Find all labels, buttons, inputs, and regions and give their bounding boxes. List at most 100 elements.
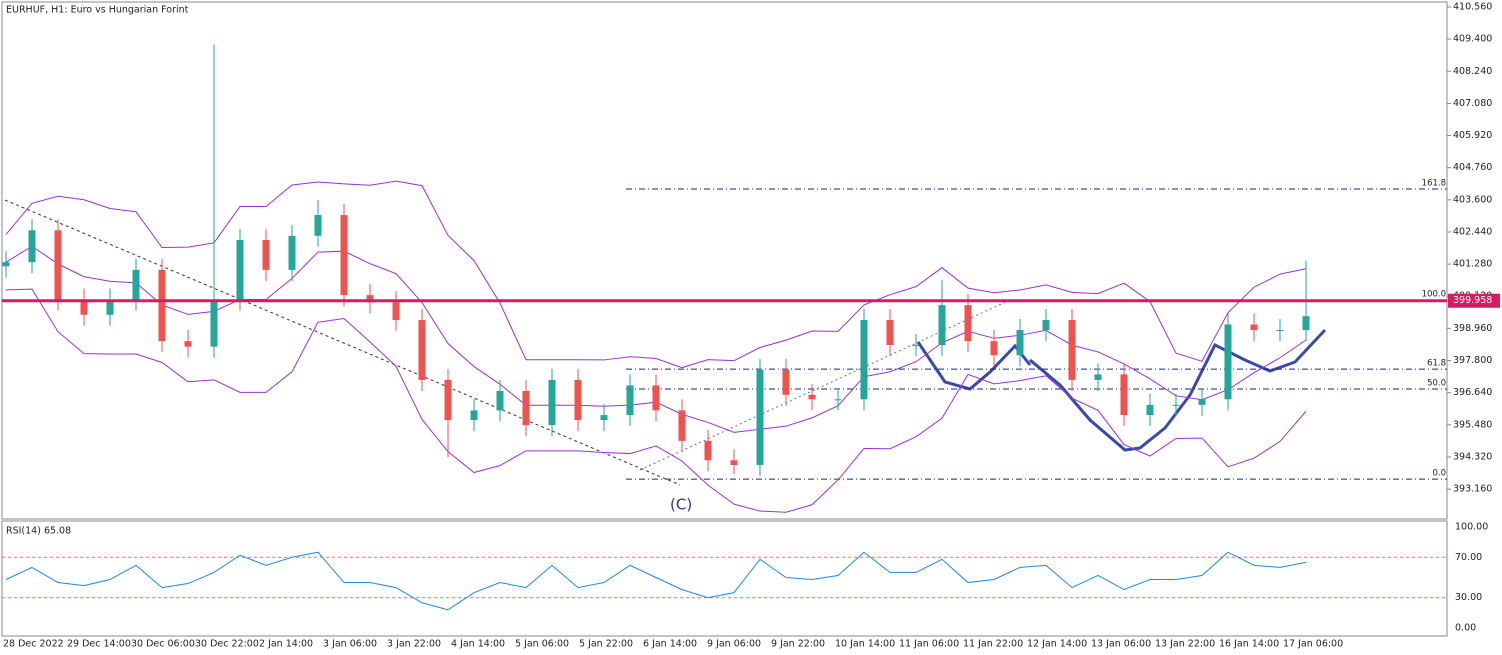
x-tick-label: 5 Jan 22:00 [579, 639, 633, 650]
y-tick-label: 393.160 [1453, 484, 1492, 495]
y-tick-label: 394.320 [1453, 451, 1492, 462]
candle-body [1016, 330, 1024, 356]
x-tick-label: 16 Jan 14:00 [1219, 639, 1279, 650]
candle-body [990, 341, 998, 356]
trend-line [4, 199, 681, 486]
candle-body [1276, 330, 1284, 332]
x-tick-label: 28 Dec 2022 [3, 639, 64, 650]
x-tick-label: 6 Jan 14:00 [643, 639, 697, 650]
candle-body [938, 305, 946, 346]
candle-body [28, 230, 36, 263]
x-tick-label: 13 Jan 06:00 [1091, 639, 1151, 650]
x-tick-label: 10 Jan 14:00 [835, 639, 895, 650]
x-tick-label: 30 Dec 22:00 [195, 639, 259, 650]
y-tick-label: 30.00 [1455, 592, 1482, 603]
y-tick-label: 407.080 [1453, 98, 1492, 109]
candle-body [548, 379, 556, 426]
candle-body [1224, 324, 1232, 400]
candle-body [470, 410, 478, 421]
band [5, 288, 1307, 513]
candle-body [184, 341, 192, 347]
x-tick-label: 2 Jan 14:00 [259, 639, 313, 650]
band [5, 180, 1307, 369]
price-panel [1, 1, 1448, 520]
candle-body [392, 302, 400, 321]
candle-body [1146, 404, 1154, 416]
x-tick-label: 5 Jan 06:00 [515, 639, 569, 650]
candle-body [756, 369, 764, 465]
candle-body [158, 269, 166, 342]
price-tag-label: 399.958 [1453, 295, 1492, 306]
candle-body [782, 369, 790, 395]
y-tick-label: 396.640 [1453, 387, 1492, 398]
pattern-line [1029, 328, 1327, 452]
y-tick-label: 402.440 [1453, 226, 1492, 237]
x-tick-label: 9 Jan 22:00 [771, 639, 825, 650]
candle-body [496, 390, 504, 411]
candle-body [1094, 374, 1102, 380]
y-tick-label: 70.00 [1455, 552, 1482, 563]
candle-body [1198, 399, 1206, 405]
candle-body [314, 215, 322, 236]
x-tick-label: 30 Dec 06:00 [131, 639, 195, 650]
rsi-line [5, 551, 1307, 611]
candle-body [1042, 320, 1050, 331]
candle-body [132, 269, 140, 300]
x-tick-label: 11 Jan 06:00 [899, 639, 959, 650]
candle-body [1302, 316, 1310, 331]
y-tick-label: 404.760 [1453, 162, 1492, 173]
candle-body [236, 239, 244, 300]
candle-body [54, 230, 62, 300]
candle-body [106, 299, 114, 315]
x-tick-label: 17 Jan 06:00 [1283, 639, 1343, 650]
y-tick-label: 100.00 [1455, 521, 1488, 532]
price-tag [1448, 293, 1500, 308]
candle-body [704, 440, 712, 461]
fib-label: 0.0 [1432, 469, 1446, 479]
fib-label: 61.8 [1427, 359, 1446, 369]
y-tick-label: 409.400 [1453, 34, 1492, 45]
annotation: (C) [670, 496, 692, 514]
candle-body [678, 410, 686, 441]
x-tick-label: 13 Jan 22:00 [1155, 639, 1215, 650]
x-tick-label: 12 Jan 14:00 [1027, 639, 1087, 650]
candle-body [210, 299, 218, 347]
candle-body [652, 385, 660, 411]
candle-body [288, 235, 296, 270]
candle-body [2, 262, 10, 267]
candle-body [444, 379, 452, 421]
y-tick-label: 410.560 [1453, 1, 1492, 12]
rsi-panel [1, 520, 1448, 637]
y-tick-label: 398.960 [1453, 323, 1492, 334]
candle-body [418, 320, 426, 380]
fib-label: 100.0 [1422, 290, 1446, 300]
x-tick-label: 29 Dec 14:00 [67, 639, 131, 650]
candle-body [808, 394, 816, 400]
x-tick-label: 11 Jan 22:00 [963, 639, 1023, 650]
y-tick-label: 395.480 [1453, 419, 1492, 430]
candle-body [340, 215, 348, 296]
candle-body [964, 305, 972, 342]
candle-body [626, 385, 634, 416]
fib-label: 161.8 [1422, 179, 1446, 189]
rsi-title: RSI(14) 65.08 [6, 526, 71, 537]
candle-body [860, 320, 868, 400]
x-tick-label: 3 Jan 22:00 [387, 639, 441, 650]
candle-body [1120, 374, 1128, 416]
y-tick-label: 405.920 [1453, 130, 1492, 141]
y-tick-label: 0.00 [1455, 623, 1476, 634]
candle-body [834, 399, 842, 401]
candle-body [80, 299, 88, 315]
y-tick-label: 397.800 [1453, 355, 1492, 366]
x-tick-label: 3 Jan 06:00 [323, 639, 377, 650]
candle-body [522, 390, 530, 426]
fib-label: 50.0 [1427, 379, 1446, 389]
x-tick-label: 4 Jan 14:00 [451, 639, 505, 650]
candle-body [1250, 324, 1258, 331]
candle-body [886, 320, 894, 346]
y-tick-label: 401.280 [1453, 259, 1492, 270]
y-tick-label: 403.600 [1453, 194, 1492, 205]
candle-body [1068, 320, 1076, 380]
candle-body [912, 345, 920, 347]
